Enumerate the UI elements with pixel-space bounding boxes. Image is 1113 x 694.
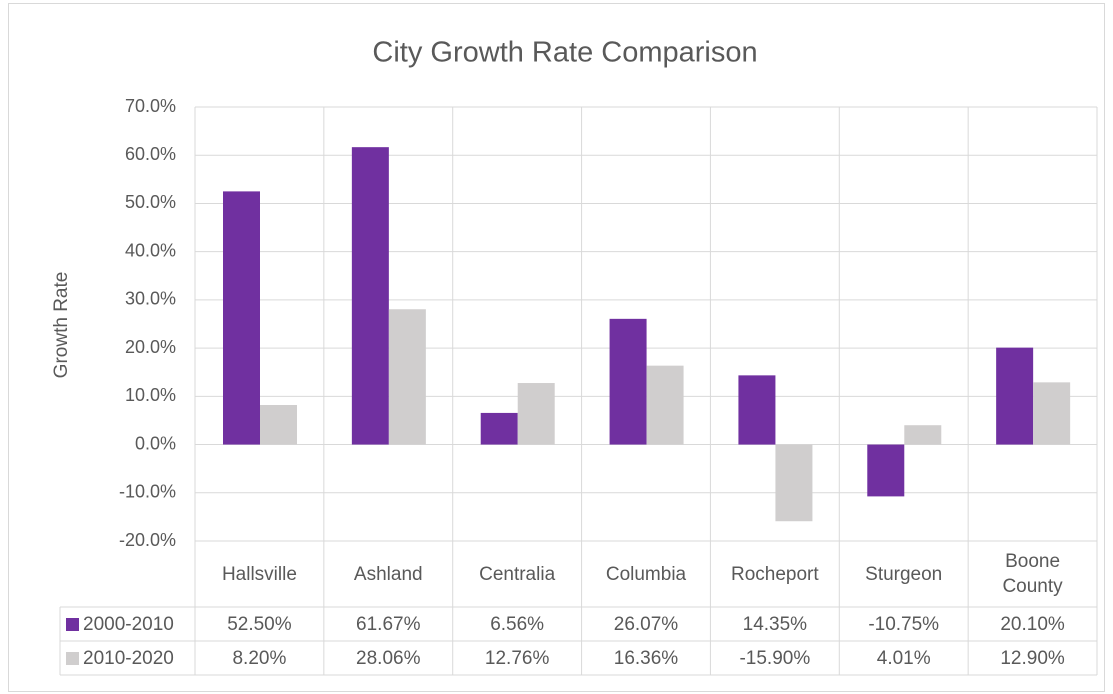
y-tick-label: 10.0% [125,385,176,405]
y-tick-label: 50.0% [125,192,176,212]
data-label: -10.75% [868,614,939,635]
data-label: 6.56% [490,614,544,635]
chart-border [8,3,1105,692]
bar [517,383,555,445]
category-label: Boone County [1002,551,1063,597]
data-label: 20.10% [1000,614,1065,635]
bar [996,347,1034,445]
y-tick-label: 30.0% [125,289,176,309]
bar [223,191,260,445]
legend-label: 2000-2010 [83,614,174,635]
category-label: Rocheport [731,563,819,585]
y-tick-label: 40.0% [125,240,176,260]
data-label: 12.90% [1000,648,1065,669]
y-tick-label: 0.0% [135,433,176,453]
data-label: 26.07% [614,614,679,635]
data-label: 61.67% [356,614,421,635]
category-label: Hallsville [221,563,297,585]
legend-key [66,618,79,631]
y-axis-label: Growth Rate [51,272,72,379]
data-label: 28.06% [356,648,421,669]
category-label: Ashland [353,563,423,585]
bar [1033,382,1071,445]
y-tick-label: 20.0% [125,337,176,357]
data-label: 16.36% [614,648,679,669]
bar [867,444,905,497]
data-label: -15.90% [739,648,810,669]
bar [388,309,426,445]
bar [260,405,297,445]
category-label: Columbia [605,563,687,585]
data-label: 14.35% [743,614,808,635]
legend-key [66,652,79,665]
data-label: 12.76% [485,648,550,669]
bar [351,147,389,445]
bar [646,365,684,445]
data-label: 52.50% [227,614,292,635]
data-label: 4.01% [877,648,931,669]
y-tick-label: 70.0% [125,96,176,116]
category-label: Centralia [479,563,556,585]
category-label: Sturgeon [865,563,943,585]
bar [738,375,776,445]
data-label: 8.20% [232,648,286,669]
chart-title: City Growth Rate Comparison [372,37,757,69]
y-tick-label: -20.0% [119,530,176,550]
y-tick-label: -10.0% [119,482,176,502]
bar [904,425,942,445]
bar [480,412,518,445]
y-tick-label: 60.0% [125,144,176,164]
legend-label: 2010-2020 [83,648,174,669]
bar [609,318,647,445]
bar [775,444,813,522]
